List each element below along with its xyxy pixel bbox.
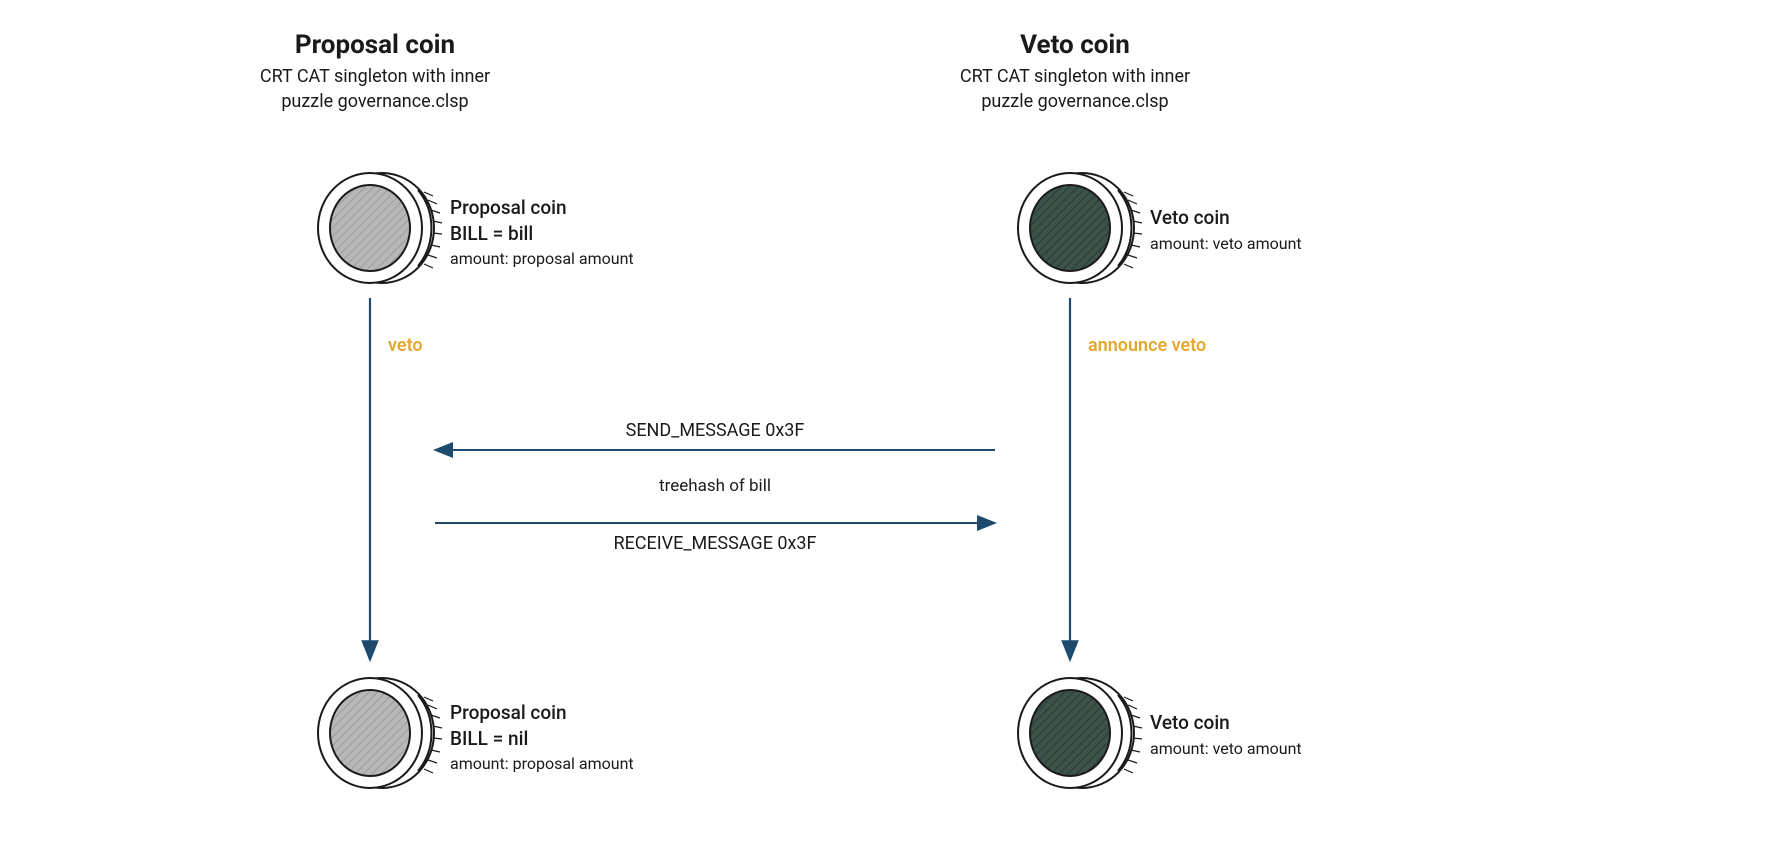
label-proposal-bottom-bill: BILL = nil xyxy=(450,726,634,752)
label-veto-top: Veto coin amount: veto amount xyxy=(1150,205,1302,254)
label-veto-top-name: Veto coin xyxy=(1150,205,1302,231)
header-proposal: Proposal coin CRT CAT singleton with inn… xyxy=(210,30,540,114)
label-proposal-top-name: Proposal coin xyxy=(450,195,634,221)
header-proposal-sub1: CRT CAT singleton with inner xyxy=(210,64,540,89)
label-veto-bottom: Veto coin amount: veto amount xyxy=(1150,710,1302,759)
header-veto-sub2: puzzle governance.clsp xyxy=(910,89,1240,114)
header-veto-sub1: CRT CAT singleton with inner xyxy=(910,64,1240,89)
msg-recv-label: RECEIVE_MESSAGE 0x3F xyxy=(435,533,995,554)
header-veto: Veto coin CRT CAT singleton with inner p… xyxy=(910,30,1240,114)
msg-mid-label: treehash of bill xyxy=(435,476,995,496)
diagram-root: Proposal coin CRT CAT singleton with inn… xyxy=(0,0,1788,867)
header-proposal-title: Proposal coin xyxy=(210,30,540,60)
header-veto-title: Veto coin xyxy=(910,30,1240,60)
edge-label-announce-veto: announce veto xyxy=(1088,335,1206,356)
header-proposal-sub2: puzzle governance.clsp xyxy=(210,89,540,114)
label-proposal-top-amount: amount: proposal amount xyxy=(450,248,634,270)
label-proposal-top: Proposal coin BILL = bill amount: propos… xyxy=(450,195,634,270)
label-veto-bottom-name: Veto coin xyxy=(1150,710,1302,736)
label-veto-bottom-amount: amount: veto amount xyxy=(1150,738,1302,760)
label-proposal-bottom-name: Proposal coin xyxy=(450,700,634,726)
coin-proposal-top xyxy=(318,173,442,283)
coin-veto-top xyxy=(1018,173,1142,283)
coin-proposal-bottom xyxy=(318,678,442,788)
label-proposal-top-bill: BILL = bill xyxy=(450,221,634,247)
msg-send-label: SEND_MESSAGE 0x3F xyxy=(435,420,995,441)
edge-label-veto: veto xyxy=(388,335,423,356)
label-proposal-bottom: Proposal coin BILL = nil amount: proposa… xyxy=(450,700,634,775)
label-veto-top-amount: amount: veto amount xyxy=(1150,233,1302,255)
label-proposal-bottom-amount: amount: proposal amount xyxy=(450,753,634,775)
coin-veto-bottom xyxy=(1018,678,1142,788)
